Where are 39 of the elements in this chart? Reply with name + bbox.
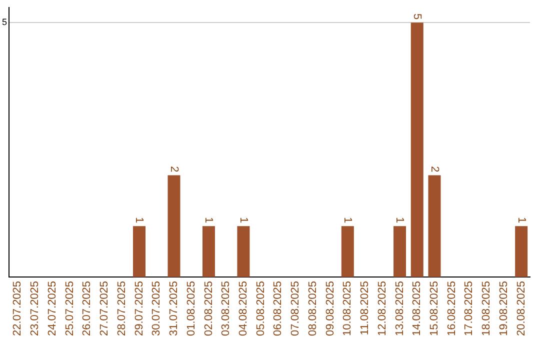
data-label: 1 [342,216,354,224]
x-tick-label: 26.07.2025 [81,280,94,336]
x-tick-label: 15.08.2025 [428,280,441,336]
x-tick-label: 25.07.2025 [64,280,76,336]
x-tick-label: 28.07.2025 [116,280,128,336]
data-label: 1 [394,216,406,224]
x-tick-label: 29.07.2025 [133,280,146,336]
data-label: 2 [168,166,180,172]
x-tick-label: 19.08.2025 [498,280,510,336]
data-label: 2 [428,166,440,172]
x-tick-label: 04.08.2025 [237,280,250,336]
x-tick-label: 30.07.2025 [150,280,163,336]
x-tick-label: 27.07.2025 [98,280,111,336]
x-tick-label: 03.08.2025 [220,280,232,336]
x-tick-label: 02.08.2025 [202,280,215,336]
x-tick-label: 31.07.2025 [168,280,180,336]
data-label: 1 [515,216,528,224]
x-tick-label: 12.08.2025 [376,280,388,336]
x-tick-label: 07.08.2025 [290,280,302,336]
x-tick-label: 05.08.2025 [254,280,267,336]
data-label: 1 [202,216,215,224]
x-tick-label: 23.07.2025 [29,280,42,336]
x-tick-label: 17.08.2025 [463,280,476,336]
x-tick-label: 08.08.2025 [306,280,319,336]
x-tick-label: 09.08.2025 [324,280,336,336]
x-tick-label: 24.07.2025 [46,280,58,336]
x-tick-label: 22.07.2025 [12,280,24,336]
x-tick-label: 01.08.2025 [185,280,198,336]
data-label: 1 [237,216,250,224]
x-tick-label: 10.08.2025 [342,280,354,336]
x-tick-label: 13.08.2025 [394,280,406,336]
data-label: 5 [411,14,424,20]
x-tick-label: 06.08.2025 [272,280,284,336]
x-tick-label: 11.08.2025 [359,280,372,336]
x-tick-label: 16.08.2025 [446,280,458,336]
x-tick-label: 20.08.2025 [515,280,528,336]
data-label: 1 [133,216,146,224]
x-tick-label: 14.08.2025 [411,280,424,336]
x-tick-label: 18.08.2025 [480,280,493,336]
